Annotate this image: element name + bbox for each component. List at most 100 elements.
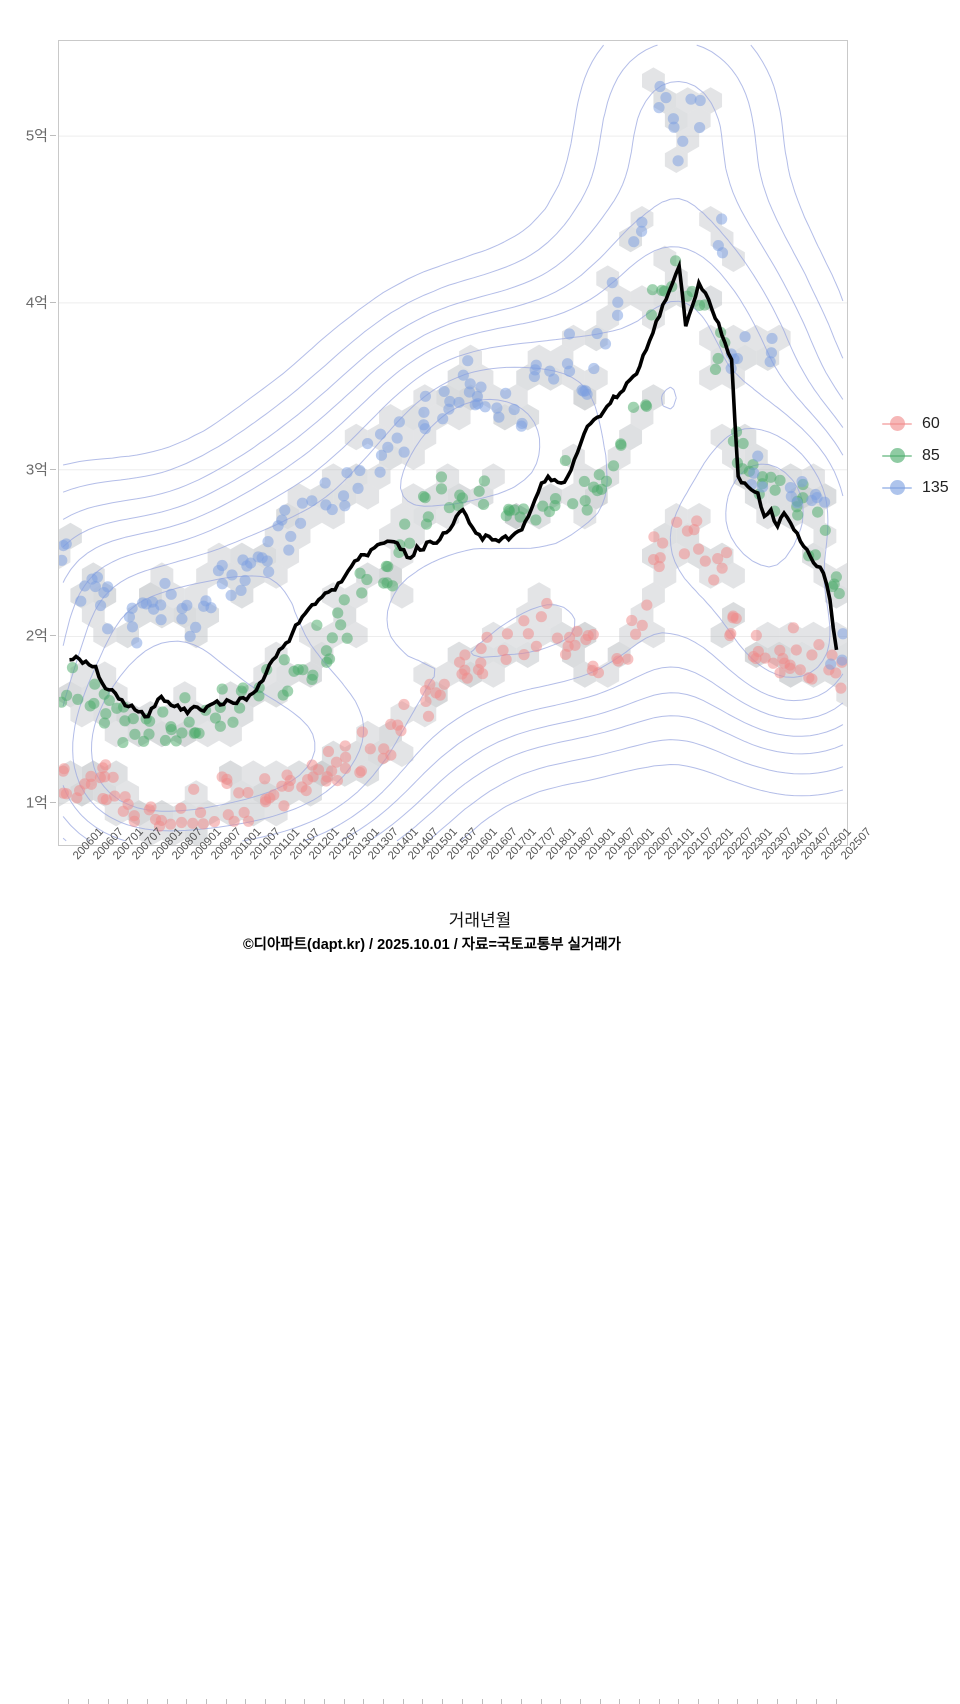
scatter-point [694, 121, 706, 134]
scatter-point [515, 420, 528, 432]
scatter-point [774, 667, 786, 679]
scatter-point [126, 602, 138, 614]
legend-item-135[interactable]: 135 [880, 472, 960, 504]
scatter-point [811, 491, 823, 504]
x-axis-tick-mark [481, 1699, 483, 1704]
hexbin-cell [241, 760, 265, 787]
scatter-point [737, 437, 749, 450]
scatter-point [756, 471, 769, 483]
scatter-point [591, 327, 603, 340]
scatter-point [66, 662, 79, 674]
scatter-point [813, 639, 825, 651]
scatter-point [422, 511, 434, 523]
scatter-point [281, 769, 293, 781]
scatter-point [418, 406, 430, 418]
scatter-point [716, 213, 728, 225]
x-axis-tick-mark [697, 1699, 699, 1704]
plot-canvas [59, 44, 847, 845]
scatter-point [227, 716, 239, 728]
hexbin-cell [722, 562, 745, 589]
x-axis-tick-mark [520, 1699, 522, 1704]
x-axis-tick-mark [186, 1699, 188, 1704]
scatter-point [356, 587, 368, 599]
scatter-point [352, 482, 364, 494]
scatter-point [233, 787, 245, 799]
scatter-point [560, 648, 572, 661]
hexbin-cell [596, 661, 620, 688]
x-axis-tick-mark [68, 1699, 70, 1704]
scatter-point [175, 816, 188, 829]
scatter-point [122, 798, 134, 810]
scatter-point [774, 474, 786, 486]
trend-line [69, 259, 839, 719]
scatter-point [176, 613, 188, 625]
scatter-point [607, 460, 620, 472]
scatter-point [117, 736, 129, 749]
scatter-point [337, 490, 350, 502]
scatter-point [225, 589, 237, 602]
scatter-point [296, 497, 309, 509]
scatter-point [143, 804, 155, 816]
x-axis-tick-mark [284, 1699, 286, 1704]
legend-item-label: 85 [922, 447, 940, 464]
scatter-point [339, 740, 351, 752]
legend-marker-icon [880, 472, 914, 504]
scatter-point [750, 652, 762, 665]
scatter-point [785, 490, 797, 503]
scatter-point [444, 395, 456, 408]
x-axis-tick-mark [324, 1699, 326, 1704]
scatter-point [530, 640, 542, 652]
scatter-point [563, 631, 576, 643]
scatter-point [395, 725, 407, 737]
scatter-point [796, 476, 808, 488]
scatter-point [653, 102, 665, 114]
scatter-point [424, 678, 436, 690]
scatter-point [59, 554, 68, 566]
scatter-point [128, 815, 140, 827]
x-axis-tick-mark [402, 1699, 404, 1704]
scatter-point [528, 370, 540, 383]
hexbin-cell [413, 423, 437, 451]
scatter-point [422, 710, 435, 722]
scatter-point [508, 403, 520, 416]
scatter-point [561, 358, 574, 370]
x-axis-tick-mark [147, 1699, 149, 1704]
scatter-point [208, 816, 221, 828]
hexbin-cell [436, 463, 460, 490]
scatter-point [438, 678, 450, 690]
scatter-point [611, 309, 624, 321]
scatter-point [393, 416, 405, 428]
scatter-point [153, 820, 166, 832]
scatter-point [522, 628, 534, 640]
hexbin-cell [653, 245, 677, 272]
scatter-point [477, 498, 490, 511]
scatter-point [764, 356, 776, 368]
scatter-point [830, 571, 842, 583]
hexbin-cell [527, 621, 551, 649]
hexbin-cell [287, 522, 311, 550]
scatter-point [443, 502, 455, 514]
x-axis-tick-mark [756, 1699, 758, 1704]
scatter-point [548, 373, 560, 385]
scatter-point [170, 735, 182, 747]
scatter-point [378, 577, 390, 589]
scatter-point [530, 514, 542, 526]
scatter-point [453, 396, 465, 409]
y-axis-tick-mark [50, 468, 56, 470]
legend-item-85[interactable]: 85 [880, 440, 960, 472]
scatter-point [712, 552, 724, 565]
legend-item-60[interactable]: 60 [880, 408, 960, 440]
scatter-point [435, 471, 448, 483]
scatter-point [194, 806, 207, 819]
x-axis-tick-mark [442, 1699, 444, 1704]
scatter-point [612, 296, 624, 308]
scatter-point [312, 764, 325, 776]
scatter-point [766, 332, 778, 345]
scatter-point [699, 555, 711, 567]
legend-item-label: 135 [922, 479, 949, 496]
scatter-point [419, 390, 432, 402]
scatter-point [588, 362, 600, 375]
scatter-point [253, 690, 265, 702]
scatter-point [278, 800, 290, 812]
scatter-point [563, 328, 575, 340]
